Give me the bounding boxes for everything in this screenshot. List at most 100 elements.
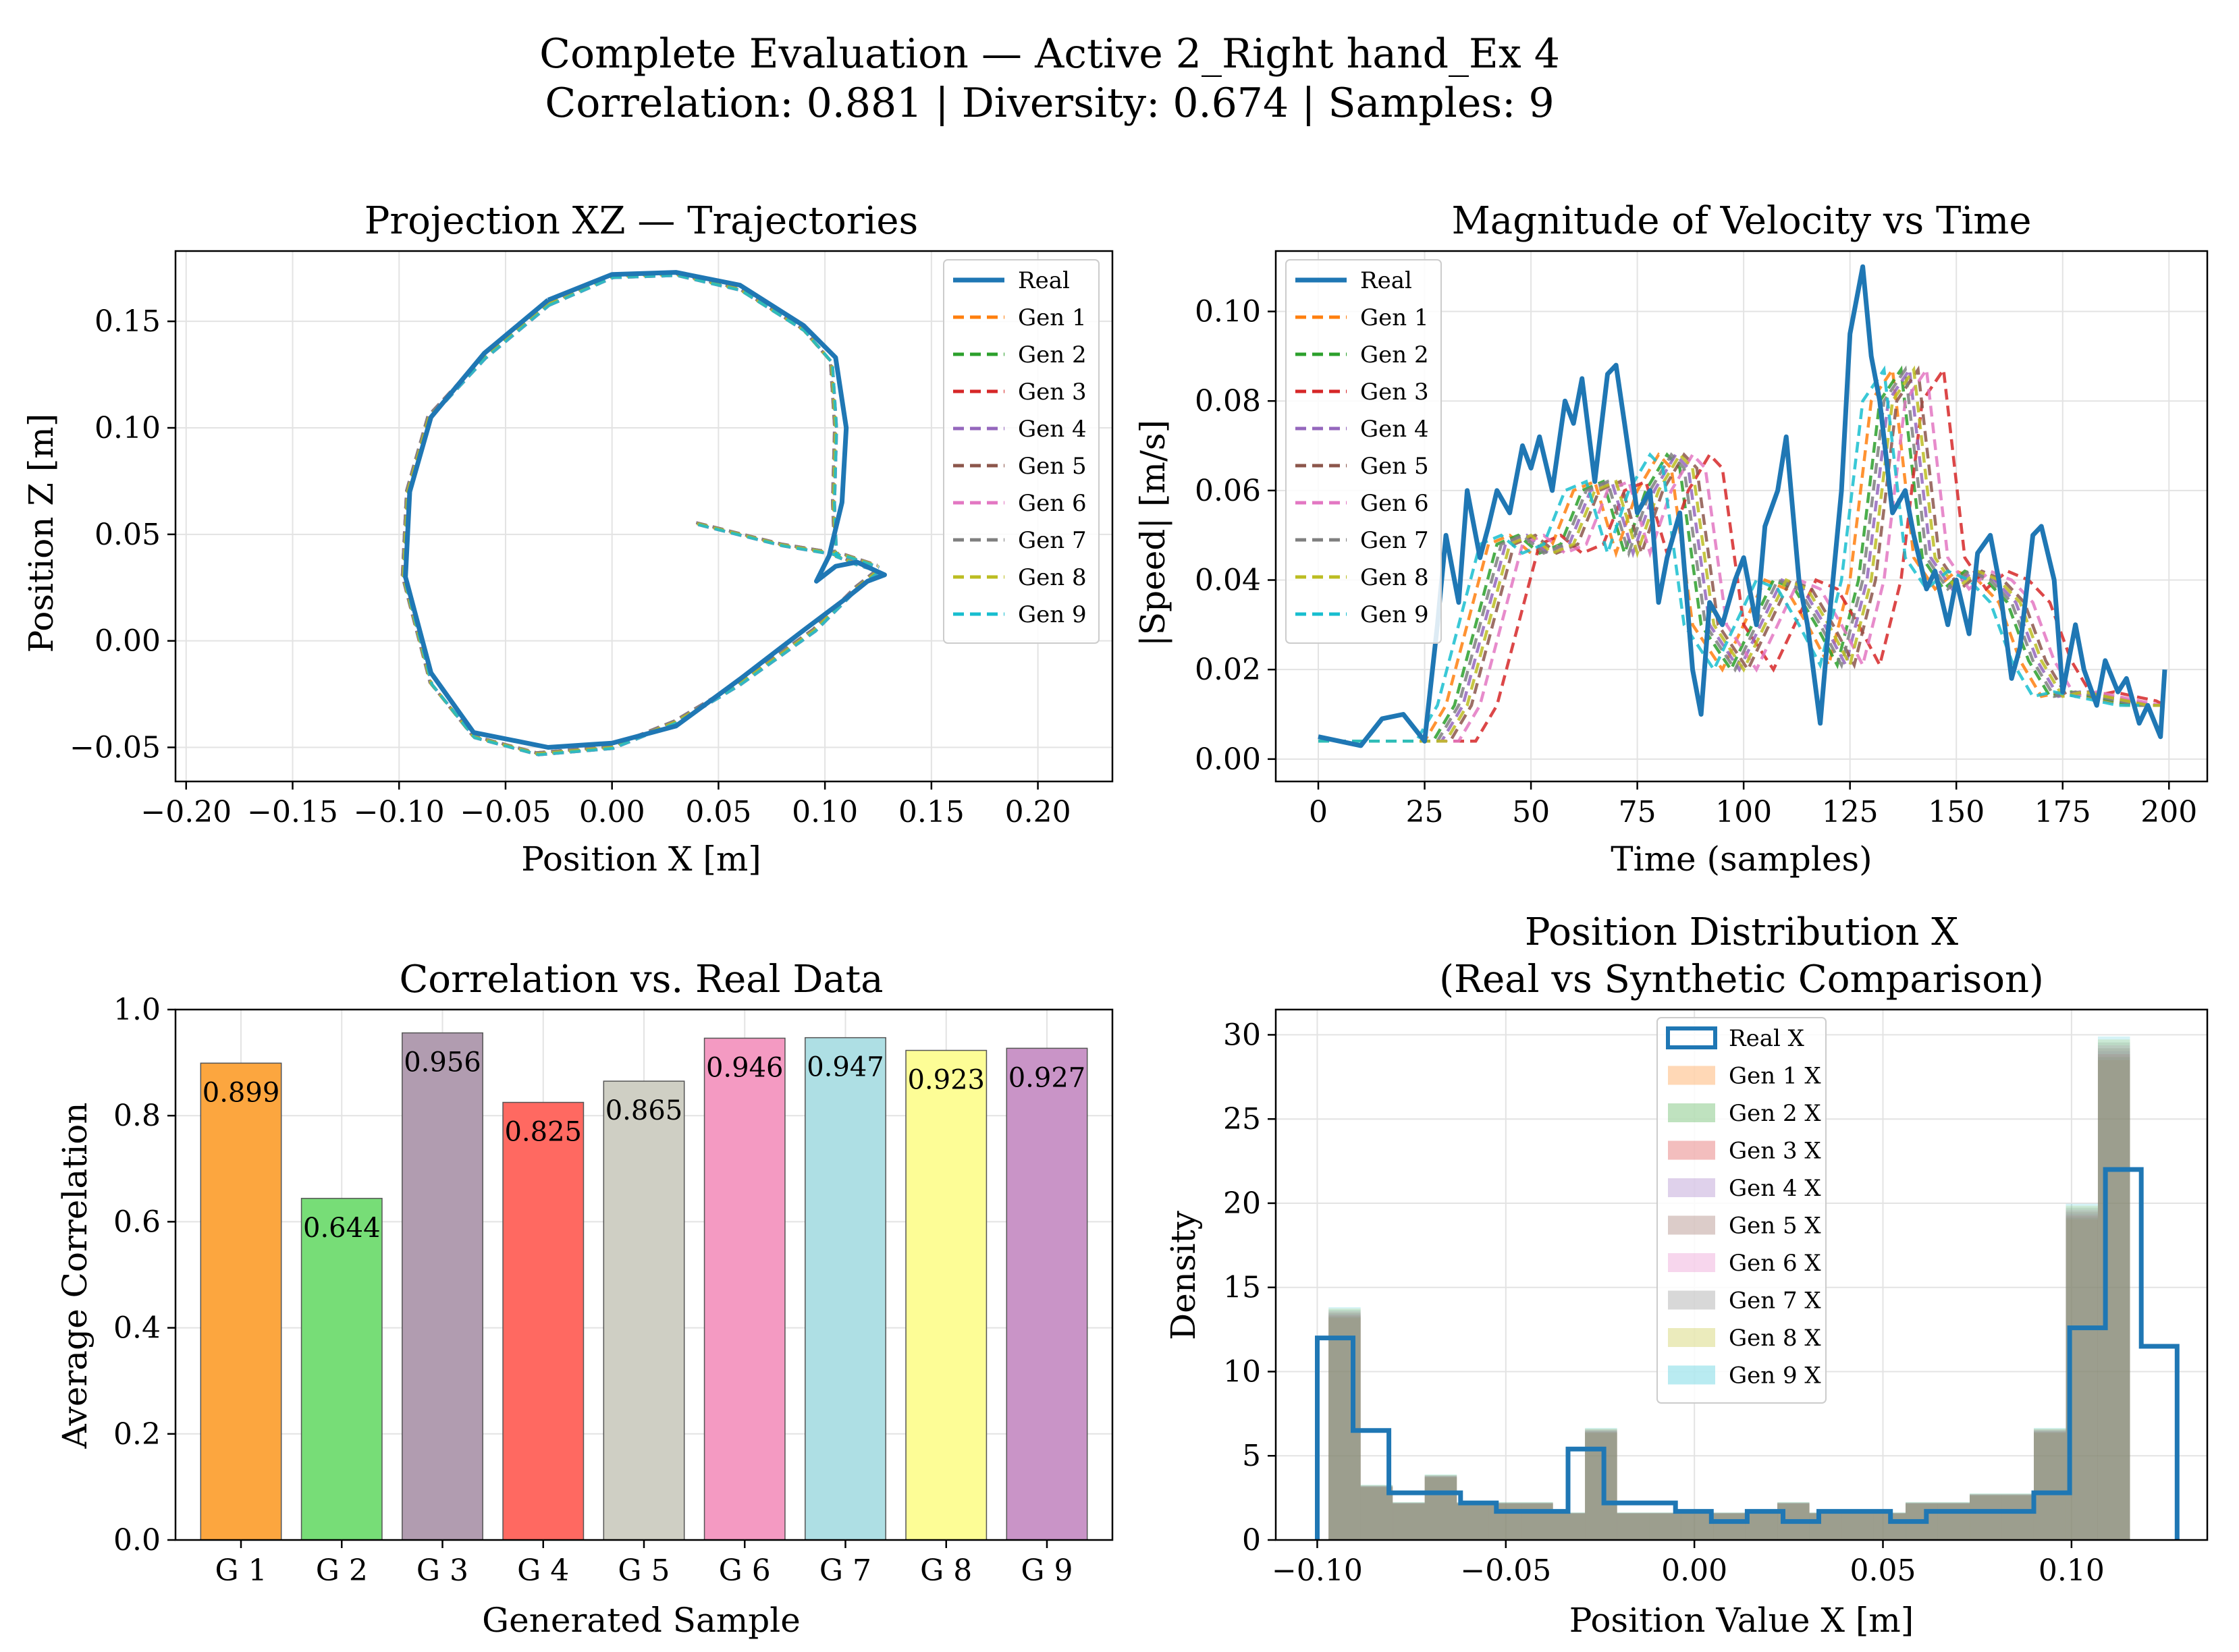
gen-8-hist-bin	[1649, 1512, 1681, 1540]
gen-5-speed-line	[1318, 365, 2165, 743]
gen-6-hist-bin	[1457, 1502, 1489, 1540]
gen-4-hist-bin	[1970, 1495, 2002, 1540]
distribution-legend-swatch	[1668, 1140, 1715, 1160]
gen-5-hist-bin	[1393, 1503, 1425, 1540]
gen-9-hist-bin	[2001, 1493, 2034, 1540]
velocity-legend-label: Gen 1	[1360, 304, 1429, 331]
gen-3-hist-bin	[1745, 1513, 1778, 1540]
distribution-legend	[1656, 1017, 1827, 1404]
gen-6-hist-bin	[2001, 1494, 2034, 1540]
gen-2-hist-bin	[1841, 1513, 1874, 1540]
correlation-ytick-label: 0.4	[113, 1311, 161, 1346]
velocity-legend-label: Gen 3	[1360, 379, 1429, 406]
correlation-bar-4	[502, 1101, 585, 1541]
gen-4-hist-bin	[1457, 1503, 1489, 1540]
correlation-xtick-label: G 8	[920, 1553, 972, 1588]
correlation-bar-value: 0.923	[907, 1065, 985, 1096]
projection-legend	[943, 259, 1100, 644]
gen-4-hist-bin	[2001, 1495, 2034, 1540]
projection-legend-label: Gen 6	[1018, 490, 1087, 517]
gen-6-hist-bin	[1937, 1502, 1970, 1540]
velocity-chart: Magnitude of Velocity vs Time Time (samp…	[1133, 199, 2209, 879]
gen-4-hist-bin	[2033, 1431, 2066, 1540]
gen-5-hist-bin	[2001, 1494, 2034, 1540]
gen-8-hist-bin	[1424, 1475, 1457, 1540]
projection-legend-label: Gen 8	[1018, 564, 1087, 591]
gen-6-speed-line	[1318, 365, 2165, 743]
projection-legend-label: Real	[1018, 267, 1070, 294]
gen-8-hist-bin	[1521, 1502, 1553, 1540]
projection-legend-label: Gen 9	[1018, 601, 1087, 628]
gen-6-hist-bin	[1553, 1512, 1586, 1540]
gen-9-hist-bin	[1585, 1427, 1617, 1540]
gen-2-hist-bin	[1457, 1504, 1489, 1540]
gen-3-hist-bin	[1457, 1503, 1489, 1540]
correlation-bar-value: 0.946	[706, 1052, 784, 1083]
gen-1-hist-bin	[1745, 1514, 1778, 1540]
gen-6-hist-bin	[1970, 1494, 2002, 1540]
gen-8-hist-bin	[2001, 1493, 2034, 1540]
distribution-xtick-label: 0.05	[1850, 1553, 1916, 1588]
gen-8-hist-bin	[1457, 1502, 1489, 1540]
correlation-bar-value: 0.825	[504, 1117, 582, 1148]
gen-3-hist-bin	[1360, 1487, 1393, 1540]
velocity-xtick-label: 200	[2140, 795, 2197, 829]
gen-3-trajectory	[402, 273, 883, 756]
gen-7-hist-bin	[1713, 1512, 1746, 1540]
gen-5-hist-bin	[2033, 1430, 2066, 1540]
gen-5-hist-bin	[1681, 1513, 1714, 1540]
projection-xtick-label: −0.05	[460, 795, 551, 829]
gen-5-hist-bin	[1553, 1513, 1586, 1540]
gen-3-hist-bin	[1681, 1513, 1714, 1540]
distribution-xtick-label: 0.00	[1661, 1553, 1727, 1588]
gen-7-hist-bin	[1521, 1502, 1553, 1540]
distribution-legend-label: Gen 1 X	[1729, 1063, 1821, 1090]
gen-3-hist-bin	[1970, 1495, 2002, 1540]
gen-8-speed-line	[1318, 365, 2165, 743]
gen-2-hist-bin	[1649, 1513, 1681, 1540]
gen-6-hist-bin	[2033, 1429, 2066, 1540]
gen-1-hist-bin	[1617, 1514, 1650, 1540]
correlation-ytick-label: 0.0	[113, 1523, 161, 1558]
projection-xtick-label: −0.20	[140, 795, 232, 829]
gen-7-hist-bin	[1681, 1512, 1714, 1540]
velocity-xtick-label: 75	[1619, 795, 1656, 829]
correlation-ytick-label: 0.2	[113, 1417, 161, 1452]
velocity-xlabel: Time (samples)	[1611, 839, 1872, 879]
distribution-legend-label: Gen 4 X	[1729, 1175, 1821, 1202]
gen-6-hist-bin	[1841, 1512, 1874, 1540]
velocity-ytick-label: 0.04	[1195, 563, 1261, 598]
projection-ylabel: Position Z [m]	[22, 414, 61, 653]
gen-9-hist-bin	[1970, 1493, 2002, 1540]
distribution-ytick-label: 0	[1242, 1523, 1261, 1558]
real-trajectory	[403, 270, 887, 750]
velocity-legend-label: Gen 8	[1360, 564, 1429, 591]
gen-3-speed-line	[1318, 365, 2166, 743]
correlation-xtick-label: G 4	[517, 1553, 569, 1588]
distribution-axes-frame	[1274, 1008, 2209, 1541]
gen-1-hist-bin	[2033, 1433, 2066, 1540]
distribution-xtick-label: −0.10	[1272, 1553, 1363, 1588]
correlation-ytick-label: 0.6	[113, 1205, 161, 1239]
projection-xlabel: Position X [m]	[521, 839, 761, 879]
gen-1-hist-bin	[1457, 1504, 1489, 1540]
gen-4-hist-bin	[1360, 1486, 1393, 1540]
gen-8-hist-bin	[2033, 1428, 2066, 1540]
gen-4-hist-bin	[1553, 1513, 1586, 1540]
figure-title-line2: Correlation: 0.881 | Diversity: 0.674 | …	[545, 80, 1554, 127]
distribution-legend-label: Gen 5 X	[1729, 1213, 1821, 1240]
gen-1-hist-bin	[1809, 1514, 1842, 1540]
gen-9-hist-bin	[1809, 1512, 1842, 1540]
distribution-legend-label: Gen 3 X	[1729, 1138, 1821, 1165]
velocity-xtick-label: 50	[1512, 795, 1550, 829]
gen-2-trajectory	[402, 273, 882, 756]
velocity-xtick-label: 150	[1928, 795, 1985, 829]
projection-ytick-label: 0.05	[95, 518, 161, 552]
gen-9-hist-bin	[1713, 1512, 1746, 1540]
projection-legend-label: Gen 7	[1018, 527, 1087, 554]
gen-2-speed-line	[1318, 365, 2157, 743]
gen-7-hist-bin	[1649, 1512, 1681, 1540]
distribution-ytick-label: 10	[1223, 1354, 1261, 1389]
gen-7-speed-line	[1318, 365, 2161, 743]
